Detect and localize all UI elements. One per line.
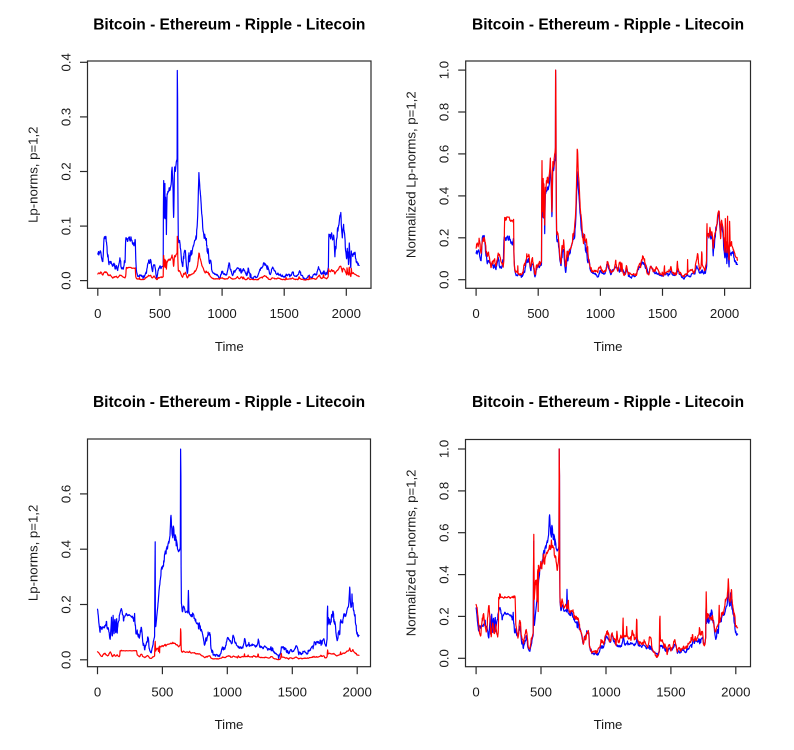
svg-text:0.8: 0.8 [437,103,452,121]
svg-text:0: 0 [94,306,101,321]
svg-text:Bitcoin - Ethereum - Ripple -: Bitcoin - Ethereum - Ripple - Litecoin [93,394,365,411]
svg-text:0.6: 0.6 [437,524,452,542]
svg-text:Time: Time [594,717,623,732]
svg-text:0.0: 0.0 [59,271,74,289]
svg-text:0.4: 0.4 [59,540,74,558]
svg-text:Lp-norms, p=1,2: Lp-norms, p=1,2 [26,505,41,601]
svg-text:Bitcoin - Ethereum - Ripple -: Bitcoin - Ethereum - Ripple - Litecoin [472,394,744,411]
svg-text:0.6: 0.6 [59,485,74,503]
svg-text:1500: 1500 [278,685,307,700]
svg-text:Lp-norms, p=1,2: Lp-norms, p=1,2 [26,126,41,222]
svg-text:0: 0 [472,685,479,700]
svg-text:2000: 2000 [710,306,739,321]
svg-text:1000: 1000 [586,306,615,321]
svg-text:1.0: 1.0 [437,61,452,79]
svg-text:1000: 1000 [207,306,236,321]
svg-text:0.2: 0.2 [59,595,74,613]
svg-text:0.0: 0.0 [437,649,452,667]
svg-text:Normalized Lp-norms, p=1,2: Normalized Lp-norms, p=1,2 [404,91,419,258]
svg-text:0.4: 0.4 [59,53,74,71]
svg-text:0.0: 0.0 [437,271,452,289]
svg-text:0: 0 [472,306,479,321]
svg-text:500: 500 [530,685,552,700]
svg-text:1000: 1000 [591,685,620,700]
svg-text:0.1: 0.1 [59,217,74,235]
svg-text:0.3: 0.3 [59,108,74,126]
svg-text:500: 500 [149,306,171,321]
svg-text:0.8: 0.8 [437,482,452,500]
svg-text:1500: 1500 [270,306,299,321]
svg-text:Bitcoin - Ethereum - Ripple -: Bitcoin - Ethereum - Ripple - Litecoin [93,17,365,34]
svg-text:0.2: 0.2 [59,162,74,180]
svg-text:Time: Time [215,717,244,732]
svg-text:1.0: 1.0 [437,440,452,458]
svg-text:500: 500 [151,685,173,700]
svg-text:0.6: 0.6 [437,145,452,163]
svg-text:2000: 2000 [343,685,372,700]
svg-text:Time: Time [215,339,244,354]
svg-text:500: 500 [527,306,549,321]
svg-text:0.4: 0.4 [437,187,452,205]
svg-text:Time: Time [594,339,623,354]
svg-text:0: 0 [94,685,101,700]
svg-text:0.0: 0.0 [59,651,74,669]
svg-text:2000: 2000 [332,306,361,321]
svg-text:1000: 1000 [213,685,242,700]
svg-text:1500: 1500 [656,685,685,700]
svg-text:Bitcoin - Ethereum - Ripple -: Bitcoin - Ethereum - Ripple - Litecoin [472,17,744,34]
svg-text:0.4: 0.4 [437,565,452,583]
svg-text:Normalized Lp-norms, p=1,2: Normalized Lp-norms, p=1,2 [404,470,419,637]
svg-text:0.2: 0.2 [437,229,452,247]
svg-text:2000: 2000 [721,685,750,700]
svg-text:1500: 1500 [648,306,677,321]
svg-text:0.2: 0.2 [437,607,452,625]
